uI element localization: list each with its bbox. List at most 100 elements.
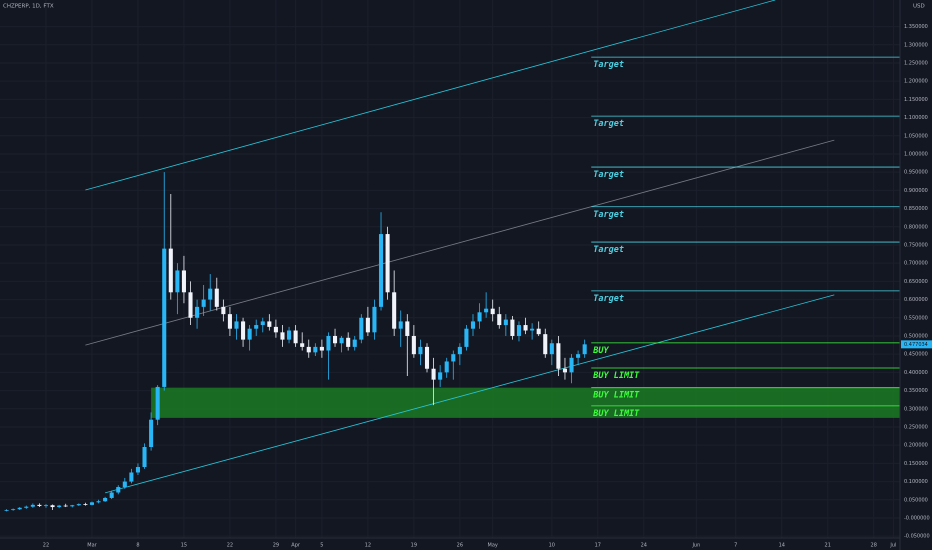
candle-body — [135, 467, 140, 473]
y-tick-label: 0.800000 — [904, 224, 928, 230]
grid — [0, 0, 900, 538]
y-tick-label: -0.000000 — [904, 515, 930, 521]
candle-body — [378, 234, 384, 307]
candle-body — [523, 325, 528, 331]
x-tick-label: 24 — [641, 543, 647, 549]
level-label: Target — [593, 170, 624, 180]
y-tick-label: 0.100000 — [904, 479, 928, 485]
level-label: Target — [593, 60, 624, 70]
candle-body — [530, 328, 535, 331]
level-label: Target — [593, 294, 624, 304]
candle-body — [260, 321, 265, 326]
y-tick-label: 1.100000 — [904, 115, 928, 121]
last-price-label: 0.477034 — [904, 342, 928, 348]
candle-body — [490, 308, 495, 315]
candle-body — [63, 505, 68, 507]
trend-line — [105, 294, 835, 494]
candle-body — [444, 361, 449, 373]
candle-body — [109, 492, 114, 498]
candle-body — [247, 328, 252, 340]
candle-body — [241, 321, 246, 340]
axes: -0.050000 -0.000000 0.050000 0.100000 0.1500… — [43, 24, 932, 549]
candle-body — [438, 372, 443, 380]
trend-line — [85, 0, 776, 191]
candle-body — [116, 487, 121, 493]
candle-body — [497, 314, 502, 326]
level-label: Target — [593, 210, 624, 220]
candle-body — [470, 321, 476, 329]
x-tick-label: 14 — [779, 543, 785, 549]
candle-body — [57, 505, 62, 508]
candle-body — [339, 337, 344, 344]
buy-zone — [151, 387, 900, 418]
y-tick-label: 0.300000 — [904, 406, 928, 412]
candle-body — [273, 326, 278, 333]
y-tick-label: 0.350000 — [904, 388, 928, 394]
y-tick-label: 1.350000 — [904, 24, 928, 30]
candle-body — [142, 446, 147, 468]
currency-unit[interactable]: USD — [913, 4, 925, 10]
candle-body — [70, 505, 75, 507]
x-tick-label: 12 — [365, 543, 371, 549]
candle-body — [326, 335, 331, 351]
x-tick-label: 22 — [43, 543, 49, 549]
candle-body — [4, 509, 9, 511]
candle-body — [181, 270, 186, 293]
y-tick-label: 0.250000 — [904, 424, 928, 430]
candle-body — [37, 504, 42, 506]
candle-body — [122, 481, 127, 488]
y-tick-label: 1.050000 — [904, 133, 928, 139]
level-label: Target — [593, 245, 624, 255]
x-tick-label: 17 — [595, 543, 601, 549]
candle-body — [89, 502, 95, 505]
y-tick-label: 0.950000 — [904, 170, 928, 176]
y-tick-label: 0.450000 — [904, 352, 928, 358]
candle-body — [582, 344, 587, 355]
candle-body — [510, 319, 515, 336]
x-tick-label: 15 — [181, 543, 187, 549]
candle-body — [11, 509, 16, 511]
x-tick-label: 28 — [871, 543, 877, 549]
x-tick-label: 7 — [734, 543, 737, 549]
y-tick-label: 0.600000 — [904, 297, 928, 303]
level-label: BUY LIMIT — [592, 409, 640, 419]
y-tick-label: 0.750000 — [904, 242, 928, 248]
candle-body — [556, 343, 561, 369]
candle-body — [418, 346, 423, 355]
x-tick-label: 19 — [411, 543, 417, 549]
y-tick-label: 0.550000 — [904, 315, 928, 321]
candle-body — [227, 314, 232, 329]
candle-body — [411, 335, 416, 355]
candle-body — [195, 306, 200, 318]
y-tick-label: 0.700000 — [904, 261, 928, 267]
candle-body — [424, 346, 430, 369]
x-tick-label: Jul — [889, 543, 896, 549]
candle-body — [319, 346, 324, 351]
trend-line — [85, 139, 835, 346]
x-tick-label: Apr — [291, 543, 301, 549]
candle-body — [516, 325, 522, 336]
x-tick-label: 5 — [320, 543, 323, 549]
candle-body — [464, 328, 469, 347]
candle-body — [365, 317, 370, 333]
y-tick-label: 1.200000 — [904, 79, 928, 85]
x-tick-label: 26 — [457, 543, 463, 549]
candle-body — [405, 321, 410, 336]
candle-body — [562, 368, 567, 373]
candle-body — [221, 306, 226, 315]
last-price-box — [901, 340, 932, 349]
candle-body — [17, 507, 22, 510]
candle-body — [234, 321, 239, 329]
candle-body — [398, 321, 403, 329]
candle-body — [306, 346, 311, 353]
y-tick-label: 0.050000 — [904, 497, 928, 503]
candle-body — [503, 319, 508, 326]
candle-body — [392, 292, 397, 329]
y-tick-label: 0.150000 — [904, 461, 928, 467]
candle-body — [267, 321, 272, 327]
x-tick-label: 10 — [549, 543, 555, 549]
candle-body — [24, 506, 29, 508]
x-tick-label: Mar — [87, 543, 97, 549]
y-tick-label: 0.400000 — [904, 370, 928, 376]
